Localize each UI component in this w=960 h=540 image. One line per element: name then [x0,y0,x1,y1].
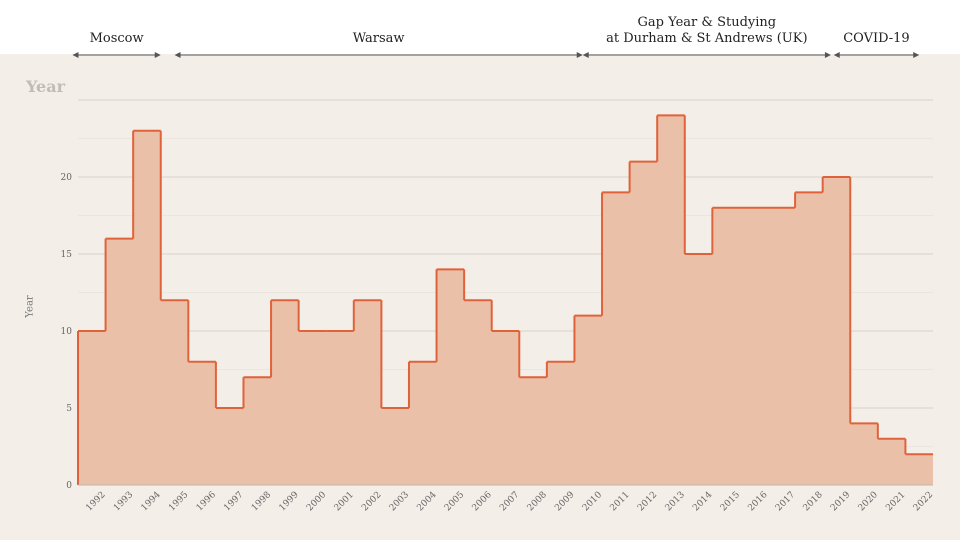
x-tick-label: 1995 [167,490,190,513]
area-fill [78,115,933,486]
x-tick-label: 1994 [140,490,163,513]
y-tick-label: 0 [66,481,72,491]
x-tick-label: 1998 [250,490,273,513]
period-label-line: Moscow [89,31,144,46]
x-tick-label: 2016 [746,490,769,513]
chart-title: Year [26,77,66,96]
x-tick-label: 2018 [802,490,825,513]
period-arrow-head-left [174,52,181,58]
x-tick-label: 1992 [84,490,107,513]
x-tick-label: 2002 [360,490,383,513]
period-arrow-head-right [576,52,583,58]
period-arrow-head-left [72,52,79,58]
period-arrow-head-right [913,52,920,58]
x-tick-label: 2020 [857,490,880,513]
timeline-band [0,0,960,54]
x-tick-label: 2014 [691,490,714,513]
x-tick-label: 2011 [608,490,631,513]
y-tick-label: 20 [61,173,73,183]
x-tick-label: 1996 [195,490,218,513]
period-arrow-head-right [154,52,161,58]
x-tick-label: 2004 [415,490,438,513]
period-label: Gap Year & Studying at Durham & St Andrew… [557,15,857,47]
period-label: Moscow [0,31,267,47]
period-arrow-head-left [833,52,840,58]
period-arrow-head-right [824,52,831,58]
x-tick-label: 1993 [112,490,135,513]
period-arrow-head-left [582,52,589,58]
period-label: Warsaw [229,31,529,47]
x-tick-label: 2007 [498,490,521,513]
period-label-line: Warsaw [352,31,405,46]
x-tick-label: 1999 [277,490,300,513]
y-tick-label: 5 [66,404,72,414]
y-tick-label: 15 [61,250,73,260]
period-label: COVID-19 [726,31,960,47]
x-tick-label: 2013 [664,490,687,513]
x-tick-label: 2008 [526,490,549,513]
x-tick-label: 2006 [471,490,494,513]
x-tick-label: 2019 [829,490,852,513]
x-tick-label: 2010 [581,490,604,513]
x-tick-label: 1997 [222,490,245,513]
x-tick-label: 2003 [388,490,411,513]
period-label-line: at Durham & St Andrews (UK) [606,31,808,46]
x-tick-label: 2015 [719,490,742,513]
period-label-line: COVID-19 [843,31,910,46]
x-tick-label: 2021 [884,490,907,513]
x-tick-label: 2005 [443,490,466,513]
x-tick-label: 2000 [305,490,328,513]
x-tick-label: 2017 [774,490,797,513]
x-tick-label: 2001 [333,490,356,513]
x-tick-label: 2012 [636,490,659,513]
y-tick-label: 10 [61,327,73,337]
x-tick-label: 2009 [553,490,576,513]
period-label-line: Gap Year & Studying [637,15,777,30]
x-tick-label: 2022 [912,490,935,513]
